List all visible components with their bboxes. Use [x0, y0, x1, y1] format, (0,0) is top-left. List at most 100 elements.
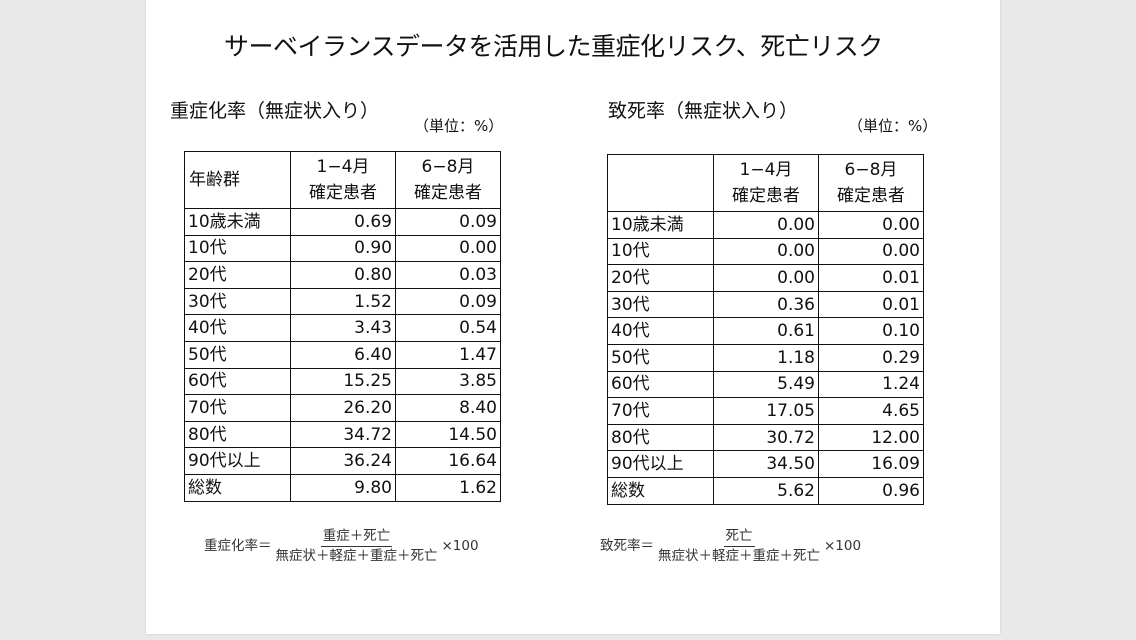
col-jan-apr-header: 1−4月 確定患者 — [713, 154, 819, 212]
col-jan-apr-header: 1−4月 確定患者 — [290, 151, 396, 209]
col-header-period: 6−8月 — [844, 160, 898, 180]
jun-aug-value-cell: 16.64 — [395, 447, 501, 475]
table-row: 70代 26.20 8.40 — [184, 394, 501, 422]
jan-apr-value-cell: 1.52 — [290, 287, 396, 316]
formula-fraction: 重症＋死亡 無症状＋軽症＋重症＋死亡 — [274, 528, 440, 565]
jan-apr-value-cell: 5.62 — [713, 476, 819, 505]
age-group-cell: 10代 — [184, 234, 291, 263]
formula-numerator: 死亡 — [723, 528, 755, 547]
table-row: 10代 0.90 0.00 — [184, 234, 501, 263]
table-row: 40代 3.43 0.54 — [184, 314, 501, 342]
age-group-header: 年齢群 — [184, 151, 291, 209]
table-row: 30代 0.36 0.01 — [607, 290, 924, 319]
severe-unit-label: （単位：%） — [414, 117, 504, 135]
formula-lhs: 重症化率＝ — [204, 538, 272, 554]
formula-numerator: 重症＋死亡 — [320, 528, 393, 547]
jun-aug-value-cell: 4.65 — [818, 397, 924, 425]
col-header-sub: 確定患者 — [414, 183, 482, 203]
table-row: 総数 5.62 0.96 — [607, 476, 924, 505]
jan-apr-value-cell: 34.72 — [290, 420, 396, 449]
table-header-row: 1−4月 確定患者 6−8月 確定患者 — [607, 154, 924, 212]
jun-aug-value-cell: 0.29 — [818, 343, 924, 372]
age-group-cell: 30代 — [607, 290, 714, 319]
age-group-cell: 60代 — [184, 367, 291, 396]
severe-formula: 重症化率＝ 重症＋死亡 無症状＋軽症＋重症＋死亡 ×100 — [204, 528, 479, 565]
death-formula: 致死率＝ 死亡 無症状＋軽症＋重症＋死亡 ×100 — [600, 528, 861, 565]
jan-apr-value-cell: 1.18 — [713, 343, 819, 372]
age-group-cell: 40代 — [184, 314, 291, 342]
jun-aug-value-cell: 0.00 — [818, 211, 924, 239]
formula-lhs: 致死率＝ — [600, 538, 654, 554]
age-group-cell: 10歳未満 — [607, 211, 714, 239]
age-group-cell: 10歳未満 — [184, 208, 291, 236]
jan-apr-value-cell: 30.72 — [713, 423, 819, 452]
jan-apr-value-cell: 6.40 — [290, 340, 396, 369]
slide-page: サーベイランスデータを活用した重症化リスク、死亡リスク 重症化率（無症状入り） … — [146, 0, 1000, 634]
age-group-cell: 40代 — [607, 317, 714, 345]
jun-aug-value-cell: 3.85 — [395, 367, 501, 396]
formula-denominator: 無症状＋軽症＋重症＋死亡 — [275, 548, 438, 564]
jun-aug-value-cell: 0.09 — [395, 287, 501, 316]
jun-aug-value-cell: 1.47 — [395, 340, 501, 369]
jun-aug-value-cell: 0.03 — [395, 261, 501, 289]
col-header-period: 1−4月 — [739, 160, 793, 180]
table-row: 90代以上 34.50 16.09 — [607, 450, 924, 478]
col-jun-aug-header: 6−8月 確定患者 — [395, 151, 501, 209]
jan-apr-value-cell: 0.00 — [713, 237, 819, 266]
table-row: 50代 1.18 0.29 — [607, 343, 924, 372]
table-row: 90代以上 36.24 16.64 — [184, 447, 501, 475]
jan-apr-value-cell: 26.20 — [290, 394, 396, 422]
table-row: 80代 30.72 12.00 — [607, 423, 924, 452]
jun-aug-value-cell: 0.00 — [395, 234, 501, 263]
table-row: 70代 17.05 4.65 — [607, 397, 924, 425]
col-header-period: 6−8月 — [421, 157, 475, 177]
death-rate-table: 1−4月 確定患者 6−8月 確定患者 10歳未満 0.00 0.00 10代 0.00… — [607, 154, 924, 505]
jun-aug-value-cell: 1.62 — [395, 473, 501, 502]
age-group-header — [607, 154, 714, 212]
age-group-cell: 90代以上 — [607, 450, 714, 478]
jun-aug-value-cell: 14.50 — [395, 420, 501, 449]
table-header-row: 年齢群 1−4月 確定患者 6−8月 確定患者 — [184, 151, 501, 209]
jun-aug-value-cell: 0.01 — [818, 290, 924, 319]
jun-aug-value-cell: 0.96 — [818, 476, 924, 505]
col-header-sub: 確定患者 — [309, 183, 377, 203]
table-row: 10歳未満 0.00 0.00 — [607, 211, 924, 239]
jan-apr-value-cell: 5.49 — [713, 370, 819, 399]
age-group-cell: 90代以上 — [184, 447, 291, 475]
severe-rate-table: 年齢群 1−4月 確定患者 6−8月 確定患者 10歳未満 0.69 0.09 10代… — [184, 151, 501, 502]
age-group-cell: 総数 — [184, 473, 291, 502]
col-jun-aug-header: 6−8月 確定患者 — [818, 154, 924, 212]
age-group-cell: 70代 — [184, 394, 291, 422]
col-header-sub: 確定患者 — [837, 186, 905, 206]
jan-apr-value-cell: 15.25 — [290, 367, 396, 396]
table-row: 40代 0.61 0.10 — [607, 317, 924, 345]
table-row: 30代 1.52 0.09 — [184, 287, 501, 316]
table-row: 10代 0.00 0.00 — [607, 237, 924, 266]
age-group-cell: 50代 — [607, 343, 714, 372]
table-row: 10歳未満 0.69 0.09 — [184, 208, 501, 236]
table-row: 20代 0.80 0.03 — [184, 261, 501, 289]
jan-apr-value-cell: 34.50 — [713, 450, 819, 478]
formula-multiplier: ×100 — [824, 538, 862, 554]
death-heading: 致死率（無症状入り） — [608, 100, 799, 122]
age-group-cell: 20代 — [607, 264, 714, 292]
jun-aug-value-cell: 0.10 — [818, 317, 924, 345]
jan-apr-value-cell: 9.80 — [290, 473, 396, 502]
table-row: 20代 0.00 0.01 — [607, 264, 924, 292]
age-group-cell: 30代 — [184, 287, 291, 316]
jun-aug-value-cell: 0.01 — [818, 264, 924, 292]
jun-aug-value-cell: 16.09 — [818, 450, 924, 478]
jun-aug-value-cell: 1.24 — [818, 370, 924, 399]
table-row: 60代 15.25 3.85 — [184, 367, 501, 396]
jan-apr-value-cell: 0.61 — [713, 317, 819, 345]
jan-apr-value-cell: 0.69 — [290, 208, 396, 236]
age-group-cell: 80代 — [184, 420, 291, 449]
age-group-cell: 10代 — [607, 237, 714, 266]
jun-aug-value-cell: 8.40 — [395, 394, 501, 422]
jan-apr-value-cell: 17.05 — [713, 397, 819, 425]
death-unit-label: （単位：%） — [848, 117, 938, 135]
formula-fraction: 死亡 無症状＋軽症＋重症＋死亡 — [656, 528, 822, 565]
table-row: 総数 9.80 1.62 — [184, 473, 501, 502]
jun-aug-value-cell: 0.09 — [395, 208, 501, 236]
jan-apr-value-cell: 0.80 — [290, 261, 396, 289]
